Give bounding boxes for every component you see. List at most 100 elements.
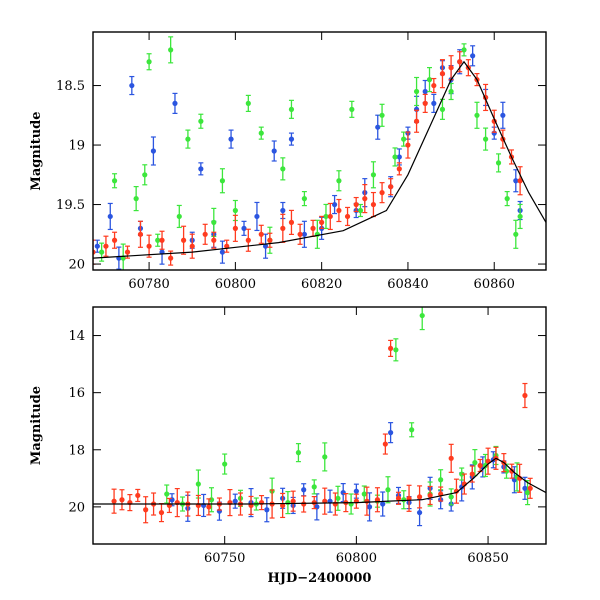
data-point — [517, 178, 523, 184]
data-point — [495, 160, 502, 166]
data-point — [477, 462, 483, 469]
data-point — [137, 231, 144, 237]
data-point — [280, 225, 286, 231]
data-point — [232, 498, 238, 504]
data-point — [349, 106, 355, 112]
data-point — [459, 471, 465, 477]
data-point — [448, 455, 454, 461]
data-point — [155, 237, 161, 243]
data-point — [336, 178, 342, 184]
data-point — [241, 225, 247, 231]
model-curve — [93, 60, 546, 259]
plot-frame — [92, 31, 547, 271]
data-point — [413, 118, 420, 124]
data-point — [483, 136, 489, 142]
bottom-panel: 60750 60800 60850 14 16 18 20 Magnitude HJD−2400… — [29, 306, 547, 586]
data-point — [357, 207, 364, 214]
data-point — [219, 178, 226, 184]
x-tick-label: 60840 — [387, 277, 428, 292]
data-point — [504, 196, 510, 202]
series-2 — [93, 51, 523, 266]
data-point — [288, 106, 295, 112]
y-tick-label: 19 — [68, 139, 85, 154]
data-point — [198, 166, 204, 172]
data-point — [438, 477, 444, 483]
data-point — [301, 501, 307, 507]
data-point — [172, 100, 178, 106]
data-point — [517, 213, 523, 220]
series-1 — [164, 307, 531, 515]
data-point — [361, 491, 367, 497]
plot-area — [93, 36, 546, 270]
data-point — [448, 494, 454, 500]
data-point — [150, 148, 156, 154]
data-point — [323, 213, 329, 220]
data-point — [176, 213, 182, 220]
data-point — [219, 249, 226, 255]
data-point — [474, 112, 480, 118]
data-point — [271, 148, 277, 154]
data-point — [332, 501, 338, 507]
data-point — [392, 154, 398, 160]
data-point — [224, 243, 230, 249]
data-point — [189, 243, 195, 249]
data-point — [393, 347, 399, 353]
data-point — [413, 88, 420, 95]
data-point — [322, 454, 328, 460]
data-point — [332, 201, 338, 208]
x-tick-label: 60800 — [215, 277, 256, 292]
data-point — [513, 178, 519, 184]
data-point — [94, 243, 100, 249]
data-point — [379, 112, 385, 118]
data-point — [168, 255, 174, 261]
data-point — [503, 468, 510, 474]
data-point — [385, 487, 391, 493]
data-point — [427, 492, 433, 499]
data-point — [431, 100, 437, 106]
data-point — [142, 172, 148, 178]
data-point — [288, 136, 295, 142]
data-point — [380, 501, 386, 507]
data-point — [232, 207, 238, 214]
data-point — [340, 490, 346, 496]
data-point — [353, 201, 359, 208]
data-point — [111, 498, 117, 504]
data-point — [388, 430, 394, 436]
data-point — [439, 71, 446, 77]
data-point — [129, 82, 135, 89]
data-point — [185, 136, 191, 142]
data-point — [382, 441, 388, 447]
data-point — [379, 190, 385, 196]
series-0 — [94, 45, 523, 270]
data-point — [195, 481, 201, 487]
x-axis-label: HJD−2400000 — [268, 571, 372, 586]
data-point — [353, 488, 359, 494]
data-point — [285, 499, 291, 506]
data-point — [280, 166, 286, 172]
data-point — [448, 88, 454, 95]
data-point — [319, 219, 325, 225]
data-point — [107, 213, 113, 220]
data-point — [395, 495, 402, 501]
data-point — [297, 231, 303, 237]
data-point — [301, 231, 307, 237]
data-point — [258, 231, 264, 237]
data-point — [448, 65, 454, 71]
data-point — [222, 461, 228, 467]
data-point — [211, 219, 217, 225]
data-point — [431, 82, 437, 89]
data-point — [422, 100, 428, 106]
data-point — [416, 509, 423, 516]
data-point — [522, 392, 528, 399]
y-tick-label: 20 — [68, 258, 85, 273]
data-point — [426, 77, 433, 83]
plot-frame — [92, 306, 547, 545]
x-tick-label: 60820 — [301, 277, 342, 292]
data-point — [198, 118, 204, 124]
x-tick-label: 60750 — [204, 551, 245, 566]
data-point — [405, 142, 411, 148]
data-point — [245, 237, 251, 243]
data-point — [301, 487, 307, 493]
y-tick-label: 19.5 — [56, 198, 85, 213]
data-point — [482, 462, 489, 469]
